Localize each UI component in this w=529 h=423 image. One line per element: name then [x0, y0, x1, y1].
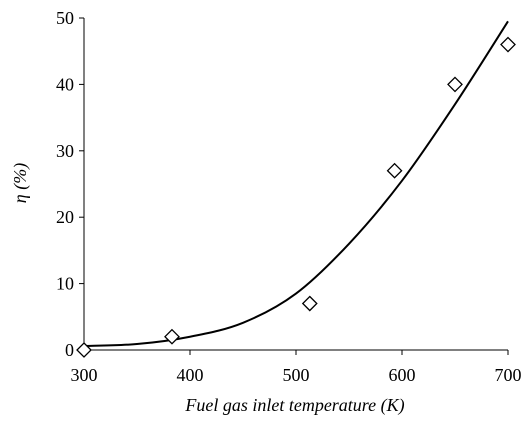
x-tick-label: 300 [71, 365, 98, 385]
y-tick-label: 50 [56, 8, 74, 28]
data-point-diamond [500, 36, 516, 53]
x-tick-label: 400 [177, 365, 204, 385]
y-tick-label: 0 [65, 340, 74, 360]
data-point-diamond [386, 162, 403, 179]
x-tick-label: 700 [495, 365, 522, 385]
x-tick-label: 600 [389, 365, 416, 385]
y-axis-label: η (%) [10, 163, 31, 203]
plot-area: 0 10 20 30 40 50 300 400 500 600 700 [56, 8, 522, 385]
data-point-diamond [301, 295, 318, 312]
fit-curve [83, 20, 509, 348]
x-axis-label: Fuel gas inlet temperature (K) [184, 395, 404, 416]
data-point-diamond [76, 342, 92, 358]
y-tick-label: 40 [56, 74, 74, 94]
data-point-diamond [447, 76, 463, 93]
y-tick-label: 20 [56, 207, 74, 227]
y-tick-label: 30 [56, 141, 74, 161]
x-tick-label: 500 [283, 365, 310, 385]
y-tick-label: 10 [56, 274, 74, 294]
data-point-diamond [164, 328, 180, 345]
